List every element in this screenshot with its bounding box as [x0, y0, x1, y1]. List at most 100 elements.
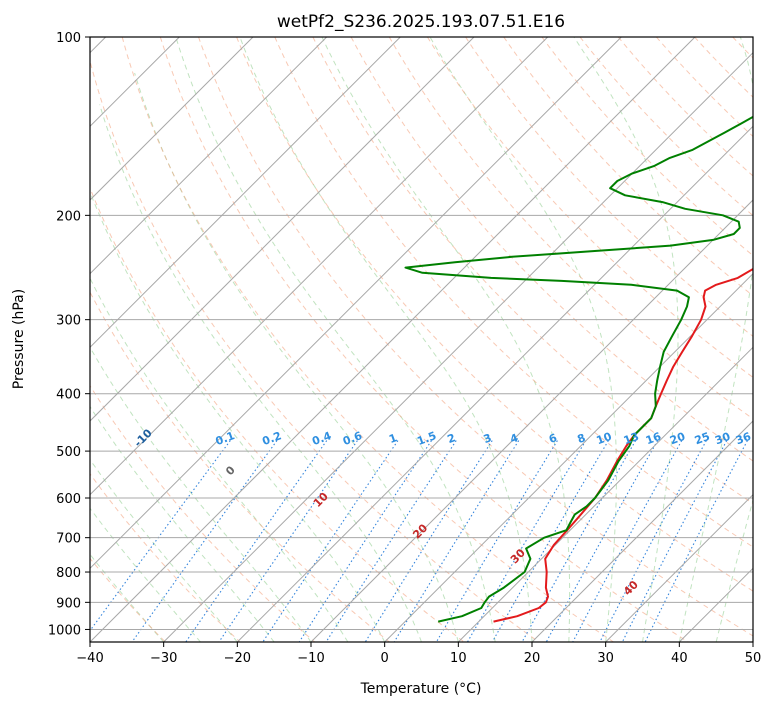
mixing-ratio-label: 20: [668, 430, 687, 448]
x-tick-label: 50: [745, 651, 762, 666]
y-tick-label: 100: [56, 31, 81, 46]
mixing-ratio-label: 4: [508, 431, 520, 446]
x-axis-label: Temperature (°C): [360, 681, 482, 697]
isobar-gridlines: [90, 37, 753, 630]
moist-adiabat-line: [429, 37, 617, 642]
y-tick-label: 400: [56, 388, 81, 403]
x-tick-label: 0: [381, 651, 389, 666]
y-tick-label: 300: [56, 314, 81, 329]
dry-adiabat-line: [274, 37, 753, 548]
mixing-ratio-label: 2: [446, 431, 458, 446]
moist-adiabat-line: [90, 458, 238, 642]
isotherm-line: [384, 272, 753, 642]
dry-adiabat-line: [90, 186, 465, 642]
isotherm-line: [236, 125, 753, 642]
mixing-ratio-label: 3: [482, 431, 494, 446]
mixing-ratio-label: 36: [734, 430, 753, 448]
mixing-ratio-line: [521, 440, 637, 642]
isotherm-line: [457, 346, 753, 642]
isotherm-line: [90, 37, 696, 642]
mixing-ratio-label: 10: [595, 430, 614, 448]
moist-adiabat-line: [90, 507, 201, 642]
moist-adiabat-line: [239, 37, 533, 642]
mixing-ratio-label: 0.6: [341, 429, 364, 448]
plot-frame: [89, 36, 754, 643]
dry-adiabat-line: [159, 37, 689, 642]
dry-adiabat-line: [503, 37, 753, 297]
skewed-isotherms: [90, 37, 753, 642]
mixing-ratio-line: [262, 440, 399, 642]
mixing-ratio-label: 16: [644, 430, 663, 448]
dry-adiabat-line: [388, 37, 753, 420]
y-axis-label: Pressure (hPa): [11, 289, 27, 389]
mixing-ratio-label: 30: [713, 430, 732, 448]
moist-adiabats: [90, 37, 753, 642]
mixing-ratio-label: 13: [622, 430, 641, 447]
mixing-ratio-line: [131, 440, 278, 642]
y-tick-label: 700: [56, 532, 81, 547]
mixing-ratio-line: [325, 440, 457, 642]
temperature-profile-line: [493, 267, 753, 623]
moist-adiabat-line: [90, 346, 312, 642]
dry-adiabat-line: [350, 37, 753, 462]
dry-adiabat-line: [236, 37, 753, 592]
moist-adiabat-line: [175, 37, 496, 642]
y-tick-label: 800: [56, 566, 81, 581]
y-tick-label: 1000: [48, 623, 81, 638]
dry-adiabat-line: [90, 59, 540, 642]
x-tick-label: −40: [76, 651, 103, 666]
isotherm-line: [90, 37, 622, 570]
y-tick-label: 500: [56, 445, 81, 460]
isotherm-line: [90, 37, 254, 201]
y-tick-label: 900: [56, 596, 81, 611]
x-tick-label: 20: [524, 651, 541, 666]
dewpoint-profile-line: [404, 115, 753, 623]
isotherm-line: [605, 493, 753, 642]
mixing-ratio-line: [218, 440, 358, 642]
x-tick-label: −10: [297, 651, 324, 666]
isotherm-line: [310, 199, 753, 642]
moist-adiabat-line: [90, 405, 275, 642]
x-tick-label: −20: [224, 651, 251, 666]
mixing-ratio-line: [467, 440, 587, 642]
y-tick-label: 200: [56, 209, 81, 224]
mixing-ratio-label: 0.4: [310, 429, 333, 448]
dry-adiabat-line: [312, 37, 753, 505]
x-tick-label: 30: [597, 651, 614, 666]
mixing-ratio-label: 0.2: [260, 429, 283, 448]
mixing-ratio-line: [545, 440, 659, 642]
x-tick-label: 10: [450, 651, 467, 666]
plot-area: -100-90-80-70-60-50-40-30-20-10010203040…: [90, 37, 753, 642]
x-tick-label: 40: [671, 651, 688, 666]
mixing-ratio-label: 8: [576, 431, 588, 446]
dry-adiabat-line: [90, 384, 316, 642]
dry-adiabat-line: [198, 37, 753, 637]
x-axis-ticks: −40 −30 −20 −10 0 10 20 30 40 50: [76, 642, 761, 666]
isotherm-line: [90, 37, 475, 422]
chart-title: wetPf2_S236.2025.193.07.51.E16: [277, 12, 565, 32]
isotherm-line: [163, 51, 753, 642]
mixing-ratio-label: 25: [693, 430, 712, 447]
dry-adiabats: [90, 37, 753, 642]
sounding-profiles: [404, 115, 753, 623]
mixing-ratio-line: [298, 440, 432, 642]
mixing-ratio-label: 0.1: [214, 429, 237, 448]
dry-adiabat-line: [617, 37, 753, 177]
isotherm-line: [90, 37, 549, 496]
y-tick-label: 600: [56, 492, 81, 507]
mixing-ratio-line: [90, 440, 231, 632]
moist-adiabat-line: [99, 104, 422, 642]
mixing-ratio-line: [185, 440, 328, 642]
x-tick-label: −30: [150, 651, 177, 666]
mixing-ratio-line: [644, 440, 748, 642]
y-axis-ticks: 100 200 300 400 500 600 700 800 900 1000: [48, 31, 90, 638]
moist-adiabat-line: [90, 277, 349, 642]
isotherm-line: [90, 37, 401, 349]
moist-adiabat-line: [134, 72, 459, 642]
mixing-ratio-line: [435, 440, 558, 642]
moist-adiabat-line: [321, 37, 571, 642]
mixing-ratio-label: 1.5: [415, 429, 438, 448]
moist-adiabat-line: [90, 553, 165, 642]
mixing-ratio-label: 6: [547, 431, 559, 446]
